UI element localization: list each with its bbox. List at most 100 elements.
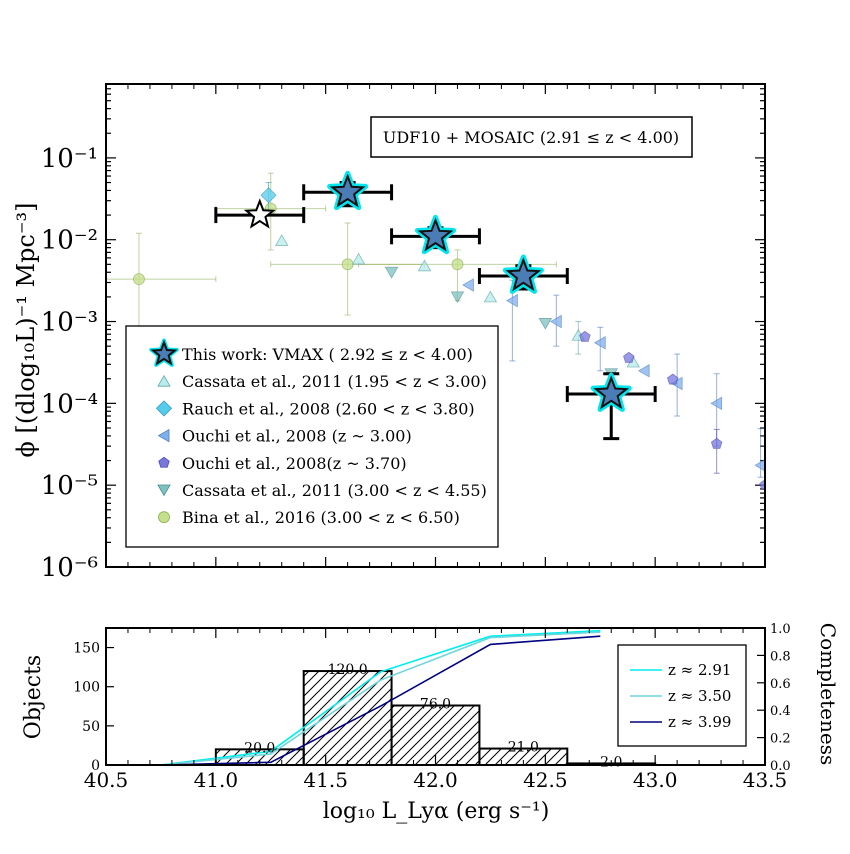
completeness-legend-entry: z ≈ 2.91 [630, 661, 731, 679]
completeness-line [160, 629, 601, 765]
legend-entry: This work: VMAX ( 2.92 ≤ z < 4.00) [149, 338, 473, 367]
pentagon-marker [623, 351, 635, 363]
y-tick-label: 10⁻⁵ [41, 471, 98, 501]
y-tick-label: 10⁻⁴ [41, 389, 98, 419]
marker-group [710, 396, 723, 411]
pentagon-marker [579, 330, 591, 342]
top-legend: This work: VMAX ( 2.92 ≤ z < 4.00) Cassat… [125, 325, 499, 548]
series-2-point-3 [483, 290, 498, 303]
legend-label: Ouchi et al., 2008(z ~ 3.70) [182, 454, 407, 473]
legend-label: Rauch et al., 2008 (2.60 < z < 3.80) [182, 399, 475, 418]
series-0-point-1 [390, 214, 481, 255]
y-tick-label: 100 [73, 680, 100, 696]
luminosity-function-panel: 10⁻¹ 10⁻² 10⁻³ 10⁻⁴ 10⁻⁵ 10⁻⁶ ϕ [(dlog₁₀L)⁻¹ … [12, 83, 766, 583]
x-tick-label: 41.0 [194, 768, 239, 792]
star-marker [417, 217, 454, 252]
series-6-point-2 [538, 317, 553, 330]
marker-group [243, 198, 276, 229]
histogram-bar-label: 120.0 [328, 662, 368, 678]
series-0-point-3 [565, 372, 657, 441]
completeness-lines [160, 629, 601, 765]
top-plot-frame [105, 83, 766, 568]
marker-group [483, 290, 498, 303]
legend-triangle-up-marker [157, 374, 171, 387]
x-tick-label: 43.5 [743, 768, 788, 792]
marker-group [502, 254, 544, 294]
legend-label: Cassata et al., 2011 (3.00 < z < 4.55) [182, 481, 487, 500]
circle-marker [341, 258, 354, 271]
marker-group [550, 314, 562, 329]
marker-group [759, 479, 765, 491]
histogram-bar-label: 21.0 [508, 740, 539, 756]
marker-group [538, 317, 553, 330]
y-tick-label: 10⁻¹ [41, 144, 98, 174]
series-5-point-0 [579, 330, 591, 342]
completeness-legend-entry: z ≈ 3.99 [630, 713, 731, 731]
annotation-box [370, 116, 693, 158]
completeness-legend: z ≈ 2.91 z ≈ 3.50 z ≈ 3.99 [617, 644, 747, 747]
histogram-bar-label: 20.0 [244, 740, 275, 756]
star-marker [593, 375, 630, 410]
star-marker-glow [502, 254, 544, 294]
triangle-left-marker [462, 278, 474, 292]
marker-group [579, 330, 591, 342]
marker-group [637, 364, 650, 378]
marker-group [506, 293, 518, 308]
pentagon-marker [710, 437, 723, 449]
triangle-up-marker [417, 259, 432, 272]
marker-group [593, 336, 606, 350]
x-tick-label: 42.5 [523, 768, 568, 792]
y-tick-label: 50 [82, 719, 100, 735]
bottom-plot-frame [105, 627, 766, 766]
bottom-y-ticks: 0 50 100 150 [73, 641, 114, 774]
star-marker [329, 173, 366, 208]
top-legend-frame [125, 325, 499, 548]
circle-marker [133, 273, 145, 286]
marker-group [274, 234, 289, 246]
legend-entry: Ouchi et al., 2008 (z ~ 3.00) [157, 427, 412, 446]
top-y-axis-label: ϕ [(dlog₁₀L)⁻¹ Mpc⁻³] [12, 202, 40, 457]
completeness-line [160, 635, 601, 765]
marker-group [341, 258, 354, 271]
series-4-point-0 [462, 278, 474, 292]
completeness-legend-label: z ≈ 2.91 [668, 661, 731, 679]
legend-label: Cassata et al., 2011 (1.95 < z < 3.00) [182, 372, 487, 391]
y-tick-label: 10⁻⁶ [41, 553, 98, 583]
y-tick-label: 10⁻² [41, 226, 98, 256]
x-tick-label: 41.5 [303, 768, 348, 792]
bottom-y2-axis-label: Completeness [816, 623, 840, 765]
x-tick-label: 40.5 [84, 768, 129, 792]
star-marker-glow [590, 372, 632, 412]
circle-marker [451, 258, 464, 271]
series-2-point-0 [274, 234, 289, 246]
triangle-left-marker [550, 314, 562, 329]
marker-group [414, 214, 457, 255]
marker-group [710, 437, 723, 449]
triangle-left-marker [637, 364, 650, 378]
completeness-line [160, 631, 601, 765]
y2-tick-label: 1.0 [770, 622, 791, 637]
star-open-marker [243, 198, 276, 229]
bottom-y-axis-label: Objects [21, 655, 46, 739]
triangle-left-marker [754, 459, 765, 472]
marker-group [451, 258, 464, 271]
marker-group [351, 252, 366, 265]
triangle-down-marker [384, 266, 399, 279]
y2-tick-label: 0.0 [770, 759, 791, 774]
series-2-point-2 [417, 259, 432, 272]
series-4-point-7 [754, 428, 765, 478]
triangle-up-marker [351, 252, 366, 265]
pentagon-marker [667, 373, 679, 385]
bottom-y2-ticks: 0.0 0.2 0.4 0.6 0.8 1.0 [757, 622, 791, 774]
series-1-point-0 [214, 198, 306, 229]
triangle-left-marker [710, 396, 723, 411]
series-5-point-4 [759, 479, 765, 491]
y-tick-label: 150 [73, 641, 100, 657]
triangle-left-marker [506, 293, 518, 308]
legend-entry: Cassata et al., 2011 (1.95 < z < 3.00) [157, 372, 487, 391]
series-5-point-1 [623, 351, 635, 363]
legend-label: This work: VMAX ( 2.92 ≤ z < 4.00) [182, 345, 473, 364]
y2-tick-label: 0.6 [770, 677, 791, 692]
series-2-point-1 [351, 252, 366, 265]
legend-circle-marker [158, 511, 170, 524]
